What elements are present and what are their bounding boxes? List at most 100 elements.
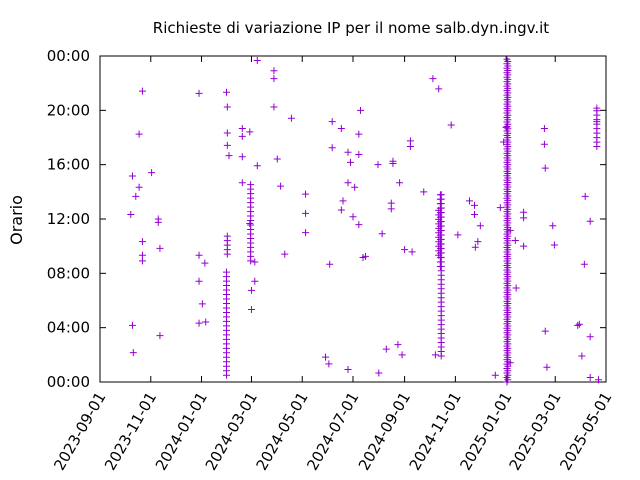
data-point [247,181,255,189]
data-point [476,222,484,230]
data-point [225,152,233,160]
data-point [251,258,259,266]
data-point [253,162,261,170]
data-point [195,251,203,259]
data-point [595,376,603,384]
data-point [156,332,164,340]
data-point [247,286,255,294]
data-point [128,172,136,180]
data-point [586,333,594,341]
data-point [135,130,143,138]
data-point [253,57,261,65]
data-point [349,213,357,221]
x-tick-label: 2024-01-01 [152,389,211,474]
y-tick-label: 16:00 [47,156,90,174]
data-point [586,373,594,381]
data-point [138,87,146,95]
data-point [198,300,206,308]
data-point [270,67,278,75]
data-point [466,197,474,205]
data-point [396,179,404,187]
data-point [238,179,246,187]
data-point [322,353,330,361]
axis-ticks: 00:0004:0008:0012:0016:0020:0000:002023-… [47,47,616,474]
data-point [447,121,455,129]
data-point [408,248,416,256]
data-point [247,306,255,314]
data-point [474,238,482,246]
data-point [520,214,528,222]
data-point [347,158,355,166]
data-point [406,137,414,145]
data-point [471,201,479,209]
data-point [351,183,359,191]
data-point [398,351,406,359]
data-point [578,352,586,360]
data-point [575,320,583,328]
data-point [201,259,209,267]
data-point [223,129,231,137]
x-tick-label: 2024-09-01 [355,389,414,474]
data-point [435,206,443,214]
data-point [223,88,230,96]
data-point [435,85,443,93]
data-point [270,103,278,111]
data-point [127,210,135,218]
data-point [502,123,510,131]
data-point [138,238,146,246]
data-point [132,192,140,200]
data-point [586,217,594,225]
data-point [431,351,439,359]
data-point [437,191,445,199]
data-point [138,257,146,265]
data-point [491,371,499,379]
data-point [273,155,281,163]
data-point [550,241,558,249]
data-point [382,345,390,353]
data-point [593,107,601,115]
x-tick-label: 2024-03-01 [202,389,261,474]
data-point [471,210,479,218]
data-point [401,246,409,254]
data-point [223,141,231,149]
y-axis-label: Orario [7,195,26,245]
x-tick-label: 2023-09-01 [50,389,109,474]
x-tick-label: 2023-11-01 [101,389,160,474]
data-point [154,218,162,226]
data-point [246,220,254,228]
data-point [355,130,363,138]
data-point [277,182,285,190]
data-point [238,153,246,161]
data-point [287,114,295,122]
data-point [326,260,334,268]
data-point [356,106,364,114]
data-point [328,144,336,152]
y-tick-label: 00:00 [47,373,90,391]
data-point [471,243,479,251]
data-point [355,221,363,229]
data-point [541,327,549,335]
x-tick-label: 2024-05-01 [253,389,312,474]
data-point [302,209,310,217]
x-tick-label: 2024-11-01 [406,389,465,474]
data-point [454,231,462,239]
data-point [512,284,520,292]
data-point [344,148,352,156]
data-point [128,321,136,329]
data-point [238,124,246,132]
data-point [580,260,588,268]
data-point [387,205,395,213]
data-point [223,268,230,276]
data-point [581,192,589,200]
data-point [374,161,382,169]
data-point [148,169,156,177]
data-point [223,103,231,111]
data-point [337,124,345,132]
data-point [389,157,397,165]
data-point [429,75,437,83]
data-point [246,128,254,136]
data-point [504,57,512,65]
data-point [223,232,231,240]
data-point [543,363,551,371]
data-point [355,150,363,158]
